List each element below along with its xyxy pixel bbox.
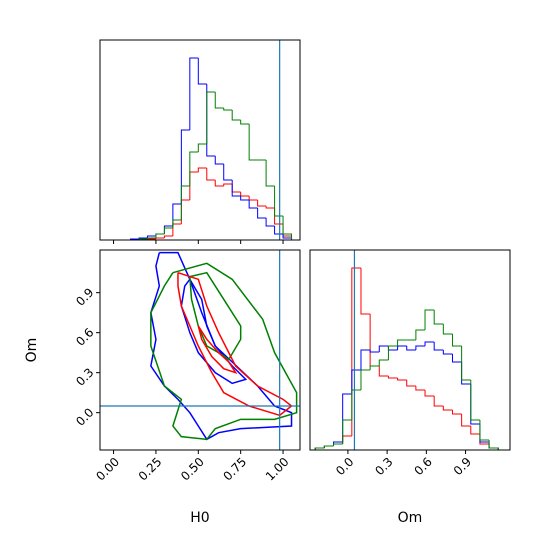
histogram-step (323, 445, 334, 448)
histogram-step (470, 426, 480, 435)
panel-frame (99, 39, 301, 241)
histogram-step (360, 369, 371, 390)
histogram-step (442, 350, 453, 355)
histogram-step (488, 440, 499, 450)
histogram-step (451, 410, 462, 415)
histogram-step (257, 200, 267, 207)
histogram-step (163, 235, 173, 238)
histogram-step (223, 164, 233, 181)
histogram-step (424, 390, 435, 397)
histogram-step (451, 354, 462, 363)
histogram-step (265, 160, 275, 187)
histogram-step (342, 419, 352, 444)
histogram-step (240, 120, 250, 125)
histogram-step (369, 365, 380, 370)
histogram-step (442, 406, 453, 411)
histogram-step (378, 345, 389, 352)
histogram-step (248, 124, 258, 161)
histogram-step (231, 110, 241, 121)
x-axis-title: H0 (190, 510, 209, 526)
histogram-step (415, 386, 426, 391)
y-axis-title: Om (24, 338, 40, 363)
histogram-step (214, 156, 224, 165)
histogram-step (479, 420, 490, 441)
histogram-step (282, 216, 293, 240)
histogram-step (360, 268, 371, 315)
histogram-step (180, 185, 190, 220)
histogram-step (248, 200, 258, 209)
histogram-step (397, 378, 407, 381)
panel-frame (99, 249, 301, 451)
histogram-step (461, 346, 471, 381)
histogram-step (406, 380, 416, 387)
histogram-step (163, 227, 173, 234)
histogram-step (333, 443, 343, 446)
histogram-step (206, 91, 216, 144)
histogram-step (461, 414, 471, 427)
histogram-step (172, 203, 182, 226)
histogram-step (378, 366, 389, 377)
histogram-step (240, 196, 250, 201)
histogram-step (197, 143, 207, 152)
histogram-step (231, 180, 241, 197)
histogram-step (451, 334, 462, 347)
histogram-step (415, 329, 426, 340)
histogram-step (351, 389, 361, 420)
histogram-step (424, 309, 435, 330)
histogram-step (442, 324, 453, 335)
x-axis-title: Om (398, 510, 423, 526)
histogram-step (314, 447, 325, 450)
histogram-step (433, 342, 444, 351)
histogram-step (387, 376, 398, 379)
histogram-step (433, 396, 444, 407)
histogram-step (415, 345, 426, 350)
histogram-step (369, 350, 380, 353)
histogram-step (146, 235, 156, 238)
histogram-step (197, 58, 207, 85)
histogram-step (180, 129, 190, 204)
histogram-step (214, 92, 224, 109)
histogram-step (223, 108, 233, 111)
histogram-step (378, 359, 389, 366)
histogram-step (223, 183, 233, 186)
histogram-step (424, 341, 435, 346)
histogram-step (257, 208, 267, 219)
histogram-step (206, 168, 216, 181)
histogram-step (470, 380, 480, 421)
contour-line (197, 325, 238, 375)
histogram-step (265, 218, 275, 227)
contour-line (189, 271, 242, 361)
histogram-step (433, 310, 444, 325)
histogram-step (360, 349, 371, 370)
histogram-step (265, 206, 275, 209)
histogram-step (155, 233, 165, 238)
histogram-step (146, 237, 156, 239)
histogram-step (172, 219, 182, 228)
panel-frame (309, 249, 511, 451)
histogram-step (189, 57, 199, 130)
histogram-step (397, 339, 407, 346)
histogram-step (351, 369, 361, 394)
histogram-step (387, 345, 398, 360)
histogram-step (406, 346, 416, 351)
histogram-step (189, 151, 199, 186)
histogram-step (197, 167, 207, 172)
contour-line (150, 262, 298, 441)
histogram-step (214, 180, 224, 187)
